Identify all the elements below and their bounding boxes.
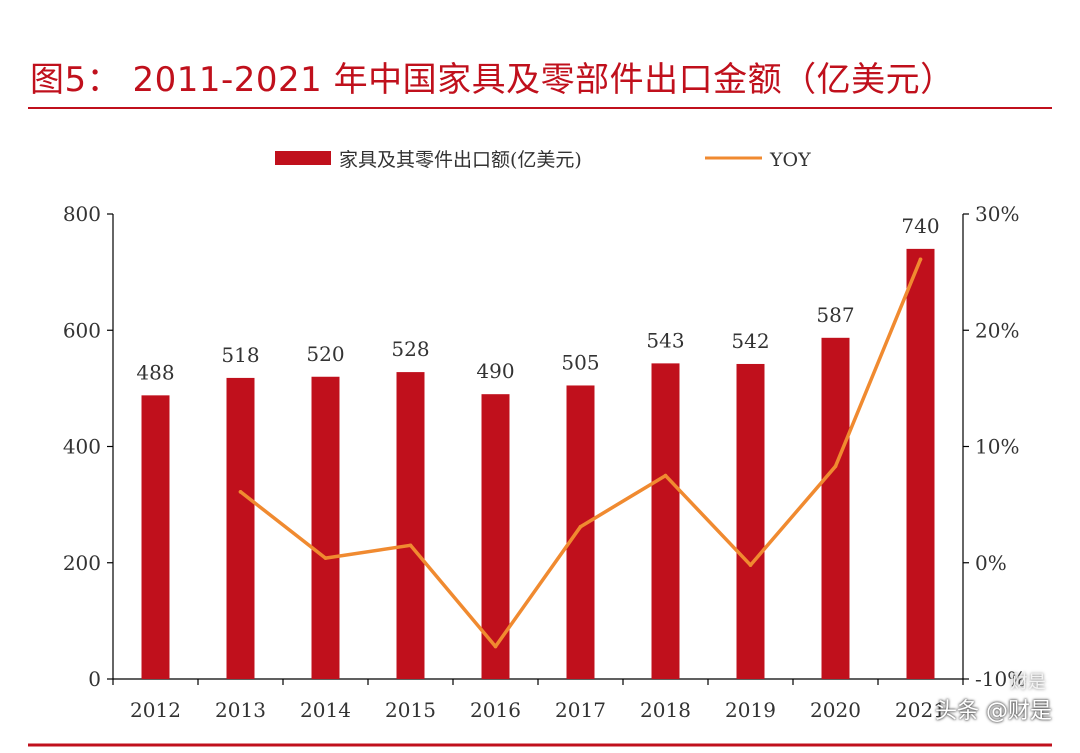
chart-title: 图5： 2011-2021 年中国家具及零部件出口金额（亿美元） bbox=[30, 60, 955, 100]
data-label: 740 bbox=[901, 214, 939, 238]
bar bbox=[226, 377, 255, 679]
bar bbox=[651, 363, 680, 679]
y-left-tick-label: 800 bbox=[63, 202, 101, 226]
legend-line-label: YOY bbox=[769, 149, 811, 171]
x-tick-label: 2019 bbox=[725, 698, 776, 722]
y-right-tick-label: 20% bbox=[975, 318, 1019, 342]
y-right-tick-label: 0% bbox=[975, 551, 1007, 575]
bar bbox=[396, 372, 425, 679]
yoy-point bbox=[578, 524, 583, 529]
watermark: 头条 @财是 bbox=[935, 699, 1052, 724]
x-tick-label: 2016 bbox=[470, 698, 521, 722]
data-label: 505 bbox=[561, 350, 599, 374]
yoy-point bbox=[833, 464, 838, 469]
bar bbox=[311, 376, 340, 679]
x-tick-label: 2013 bbox=[215, 698, 266, 722]
yoy-point bbox=[238, 490, 243, 494]
data-label: 587 bbox=[816, 303, 854, 327]
x-tick-label: 2020 bbox=[810, 698, 861, 722]
x-tick-label: 2012 bbox=[130, 698, 181, 722]
data-label: 520 bbox=[306, 342, 344, 366]
yoy-point bbox=[408, 543, 413, 548]
y-left-tick-label: 0 bbox=[88, 667, 101, 691]
x-tick-label: 2017 bbox=[555, 698, 606, 722]
legend-bar-label: 家具及其零件出口额(亿美元) bbox=[339, 149, 582, 171]
data-label: 518 bbox=[221, 343, 259, 367]
legend-bar-swatch bbox=[275, 151, 331, 165]
yoy-point bbox=[748, 563, 753, 567]
data-label: 488 bbox=[136, 360, 174, 384]
yoy-point bbox=[918, 257, 923, 262]
y-right-tick-label: -10% bbox=[975, 667, 1026, 691]
yoy-point bbox=[493, 644, 498, 649]
bar bbox=[566, 385, 595, 679]
data-label: 528 bbox=[391, 337, 429, 361]
bar bbox=[736, 363, 765, 679]
watermark-small: 财是 bbox=[1010, 672, 1046, 693]
x-tick-label: 2018 bbox=[640, 698, 691, 722]
x-tick-label: 2021 bbox=[895, 698, 946, 722]
yoy-point bbox=[663, 473, 668, 478]
data-label: 542 bbox=[731, 329, 769, 353]
data-label: 543 bbox=[646, 328, 684, 352]
data-label: 490 bbox=[476, 359, 514, 383]
bar bbox=[906, 248, 935, 679]
y-left-tick-label: 200 bbox=[63, 551, 101, 575]
yoy-point bbox=[323, 556, 328, 560]
bar bbox=[821, 337, 850, 679]
y-left-tick-label: 400 bbox=[63, 435, 101, 459]
y-right-tick-label: 10% bbox=[975, 435, 1019, 459]
y-right-tick-label: 30% bbox=[975, 202, 1019, 226]
x-tick-label: 2014 bbox=[300, 698, 351, 722]
bar bbox=[141, 395, 170, 679]
y-left-tick-label: 600 bbox=[63, 318, 101, 342]
x-tick-label: 2015 bbox=[385, 698, 436, 722]
